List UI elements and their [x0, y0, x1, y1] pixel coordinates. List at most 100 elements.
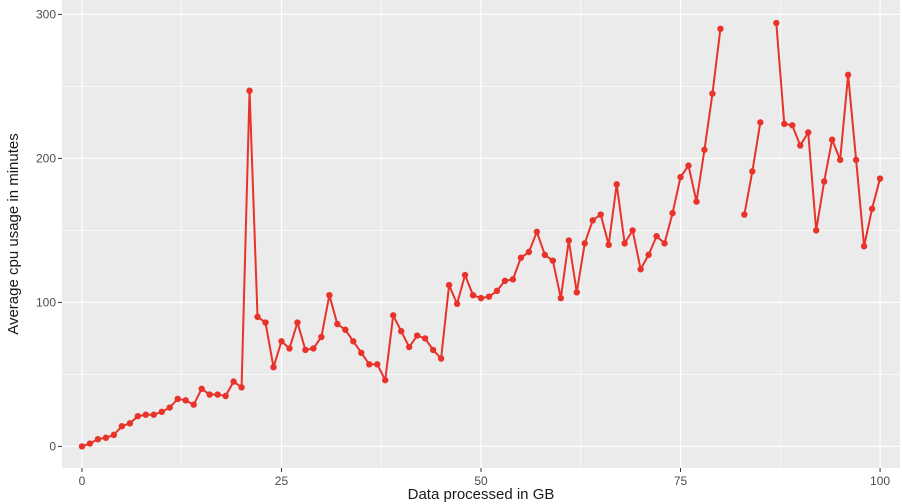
data-point	[294, 319, 301, 326]
data-point	[813, 227, 820, 234]
data-point	[613, 181, 620, 188]
data-point	[413, 332, 421, 339]
data-point	[589, 217, 596, 224]
data-point	[278, 338, 285, 345]
data-point	[573, 289, 580, 296]
data-point	[557, 294, 565, 302]
data-point	[860, 243, 868, 250]
data-point	[836, 156, 844, 164]
x-tick-label: 100	[870, 474, 890, 488]
data-point	[820, 178, 828, 185]
data-point	[118, 423, 126, 430]
data-point	[198, 385, 205, 392]
data-point	[382, 376, 389, 384]
data-point	[102, 434, 110, 441]
data-point	[685, 162, 692, 169]
data-point	[789, 122, 796, 129]
y-tick-label: 100	[36, 295, 56, 309]
data-point	[302, 346, 309, 354]
data-point	[94, 436, 102, 443]
data-point	[876, 175, 884, 182]
data-point	[757, 119, 764, 126]
data-point	[805, 129, 812, 136]
data-point	[134, 412, 142, 420]
data-point	[629, 227, 636, 234]
data-point	[150, 411, 157, 418]
data-point	[661, 240, 668, 247]
data-point	[469, 292, 477, 299]
data-point	[701, 146, 708, 153]
data-point	[366, 361, 373, 368]
data-point	[78, 443, 86, 450]
data-point	[358, 349, 365, 356]
data-point	[182, 397, 189, 404]
data-point	[326, 292, 333, 299]
data-point	[485, 293, 493, 300]
data-point	[158, 408, 165, 416]
data-point	[605, 241, 612, 248]
data-point	[525, 248, 533, 256]
data-point	[477, 294, 485, 302]
data-point	[374, 361, 381, 368]
y-tick-label: 300	[36, 7, 56, 21]
data-point	[429, 346, 437, 354]
series-line	[775, 22, 882, 248]
y-tick-label: 0	[49, 439, 56, 453]
data-point	[653, 232, 660, 240]
data-point	[445, 281, 453, 289]
data-point	[310, 345, 317, 352]
data-point	[110, 431, 118, 439]
data-point	[405, 343, 413, 351]
data-point	[286, 345, 293, 352]
data-point	[166, 404, 173, 411]
data-point	[773, 19, 780, 27]
data-point	[461, 271, 469, 279]
data-points	[78, 19, 884, 450]
data-point	[254, 313, 261, 320]
data-point	[318, 333, 325, 341]
data-point	[597, 211, 604, 218]
data-point	[741, 211, 748, 218]
x-axis-title: Data processed in GB	[408, 486, 555, 503]
data-point	[190, 401, 197, 408]
data-point	[509, 276, 517, 283]
x-tick-label: 25	[275, 474, 289, 488]
x-tick-label: 0	[79, 474, 86, 488]
data-point	[749, 168, 756, 175]
data-point	[852, 156, 860, 164]
data-point	[262, 319, 269, 326]
data-point	[717, 25, 724, 32]
data-point	[868, 205, 876, 212]
data-point	[230, 378, 237, 385]
data-point	[453, 300, 461, 308]
data-point	[493, 287, 501, 295]
data-point	[517, 254, 525, 261]
data-point	[621, 240, 628, 247]
data-point	[828, 136, 836, 143]
data-point	[421, 335, 429, 342]
y-axis-ticks: 0 100 200 300	[36, 7, 62, 453]
data-point	[350, 338, 357, 345]
data-point	[86, 440, 94, 447]
data-point	[126, 420, 134, 427]
data-point	[797, 142, 804, 149]
x-axis-ticks: 0 25 50 75 100	[79, 468, 890, 488]
data-point	[397, 328, 405, 335]
data-point	[174, 395, 181, 403]
data-point	[677, 173, 684, 181]
data-point	[246, 87, 253, 94]
data-point	[844, 71, 852, 79]
data-point	[270, 364, 277, 371]
data-point	[501, 277, 509, 284]
data-point	[390, 312, 397, 319]
data-point	[637, 266, 644, 273]
data-point	[781, 120, 788, 128]
y-tick-label: 200	[36, 151, 56, 165]
data-point	[214, 391, 221, 398]
data-point	[533, 228, 541, 236]
data-point	[334, 320, 341, 328]
data-point	[342, 326, 349, 333]
data-point	[693, 198, 700, 205]
gridlines	[62, 0, 900, 468]
